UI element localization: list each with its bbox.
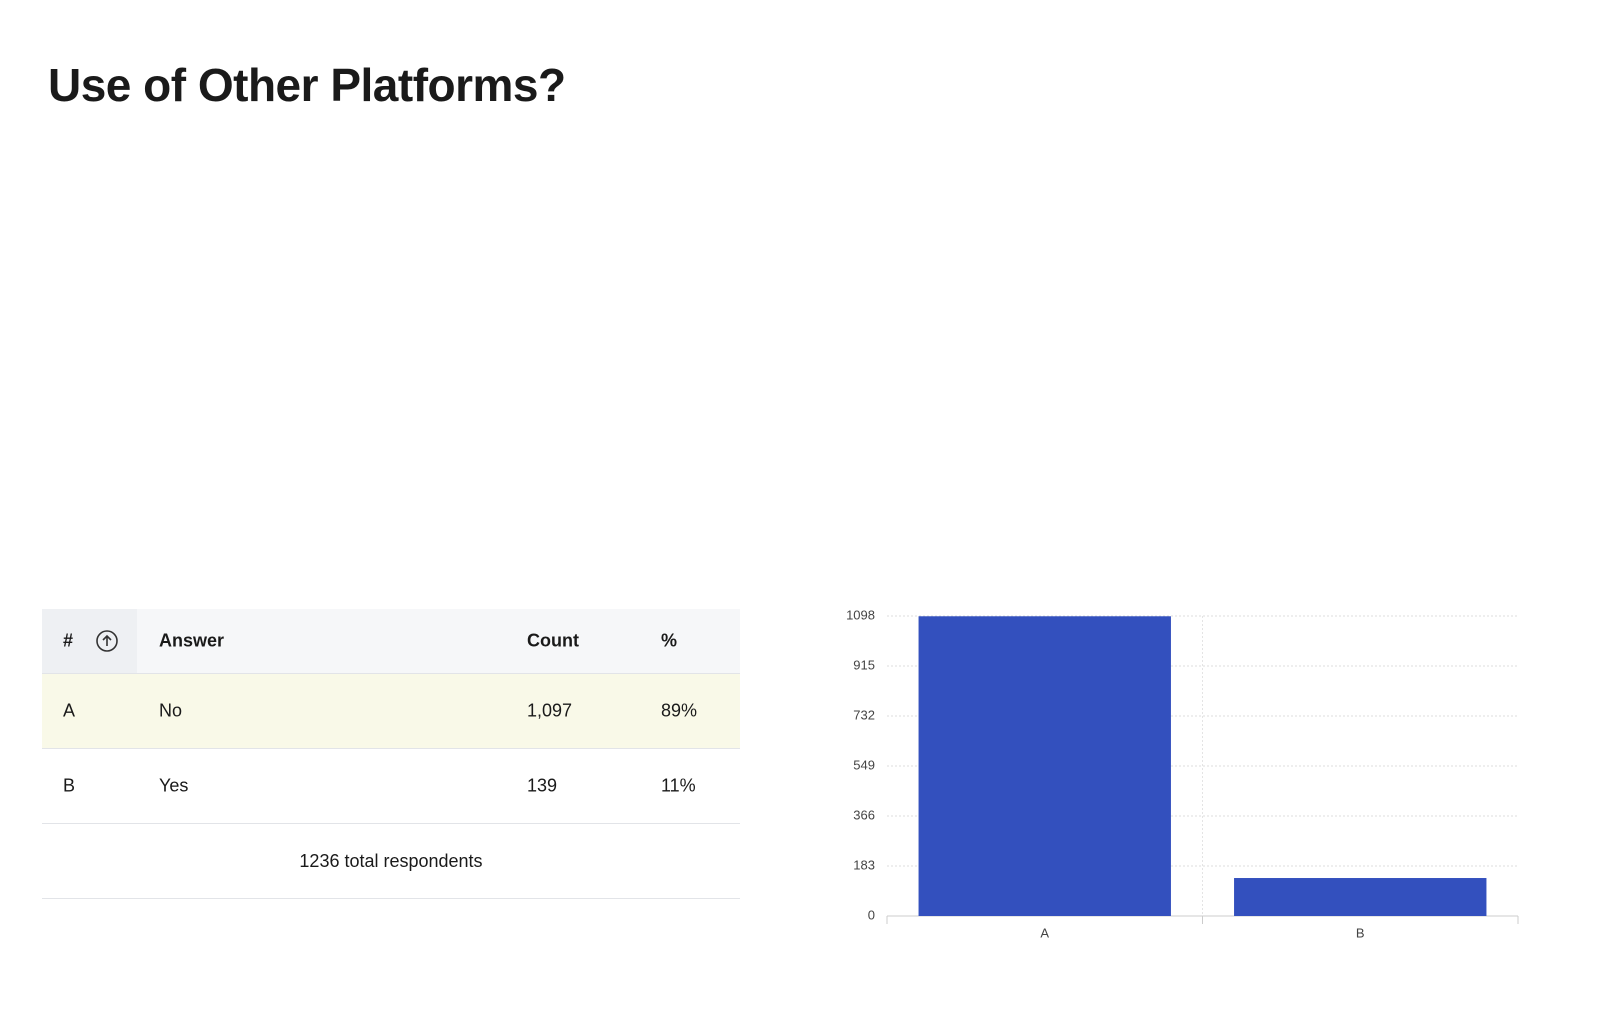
table-cell: 89% <box>661 700 698 721</box>
header-cell: # <box>63 630 74 651</box>
table-row: A No 1,097 89% <box>42 674 740 749</box>
y-tick-label: 732 <box>853 707 875 722</box>
y-tick-label: 549 <box>853 757 875 772</box>
y-tick-label: 915 <box>853 657 875 672</box>
bar <box>918 616 1171 916</box>
table-header: # Answer Count % <box>42 609 740 674</box>
header-cell: % <box>661 630 678 651</box>
y-tick-label: 1098 <box>846 607 875 622</box>
page-title: Use of Other Platforms? <box>48 59 566 111</box>
y-tick-label: 0 <box>868 907 875 922</box>
bar <box>1234 878 1487 916</box>
y-tick-label: 366 <box>853 807 875 822</box>
table-cell: 11% <box>661 775 696 796</box>
table-cell: Yes <box>159 775 189 796</box>
table-cell: 139 <box>527 775 558 796</box>
y-tick-label: 183 <box>853 857 875 872</box>
table-cell: No <box>159 700 183 721</box>
results-table: # Answer Count % A No 1,097 89% B Yes 13… <box>42 609 740 899</box>
sort-column-bg <box>42 609 137 673</box>
sort-button[interactable] <box>95 629 119 653</box>
table-cell: 1,097 <box>527 700 573 721</box>
table-cell: B <box>63 775 76 796</box>
table-cell: A <box>63 700 76 721</box>
x-tick-label: B <box>1356 925 1365 940</box>
header-cell: Count <box>527 630 579 651</box>
table-footer: 1236 total respondents <box>42 824 740 899</box>
table-row: B Yes 139 11% <box>42 749 740 824</box>
header-cell: Answer <box>159 630 225 651</box>
x-tick-label: A <box>1040 925 1049 940</box>
